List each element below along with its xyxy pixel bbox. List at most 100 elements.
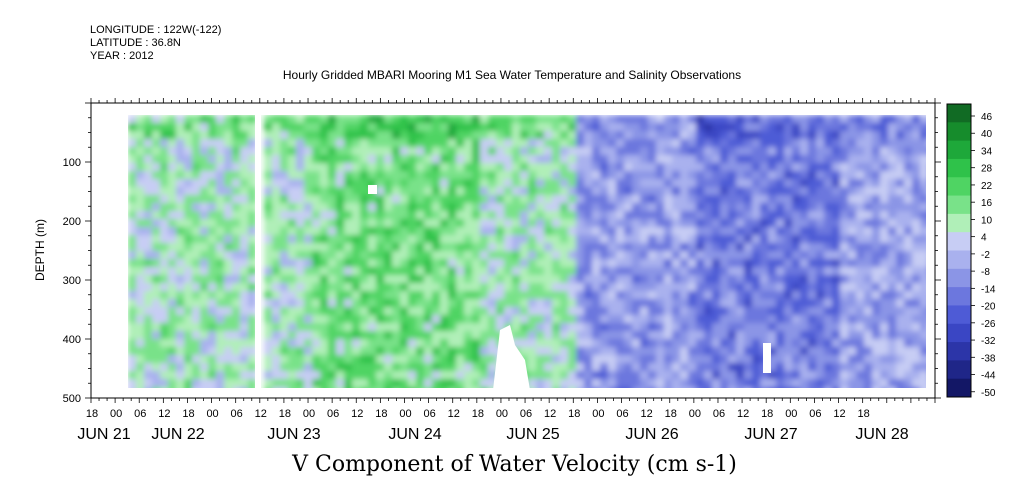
field-cell (432, 339, 441, 348)
field-cell (472, 123, 481, 132)
field-cell (632, 179, 641, 188)
field-cell (736, 155, 745, 164)
field-cell (304, 179, 313, 188)
field-cell (592, 235, 601, 244)
field-cell (880, 371, 889, 380)
field-cell (424, 211, 433, 220)
field-cell (896, 147, 905, 156)
field-cell (752, 123, 761, 132)
field-cell (816, 307, 825, 316)
field-cell (560, 291, 569, 300)
field-cell (600, 339, 609, 348)
field-cell (488, 227, 497, 236)
colorbar-swatch (947, 323, 971, 343)
field-cell (480, 139, 489, 148)
field-cell (904, 203, 913, 212)
field-cell (176, 195, 185, 204)
field-cell (480, 195, 489, 204)
field-cell (608, 227, 617, 236)
field-cell (896, 155, 905, 164)
field-cell (392, 363, 401, 372)
field-cell (312, 195, 321, 204)
field-cell (376, 283, 385, 292)
field-cell (456, 371, 465, 380)
field-cell (872, 347, 881, 356)
field-cell (208, 115, 217, 124)
field-cell (840, 291, 849, 300)
field-cell (712, 251, 721, 260)
field-cell (888, 331, 897, 340)
field-cell (408, 147, 417, 156)
field-cell (736, 147, 745, 156)
field-cell (424, 243, 433, 252)
field-cell (616, 283, 625, 292)
field-cell (912, 235, 921, 244)
field-cell (184, 379, 193, 388)
field-cell (360, 171, 369, 180)
field-cell (896, 139, 905, 148)
field-cell (568, 123, 577, 132)
field-cell (544, 123, 553, 132)
field-cell (440, 123, 449, 132)
field-cell (384, 379, 393, 388)
field-cell (432, 115, 441, 124)
field-cell (920, 115, 929, 124)
field-cell (472, 283, 481, 292)
field-cell (552, 139, 561, 148)
field-cell (288, 363, 297, 372)
field-cell (392, 307, 401, 316)
field-cell (328, 331, 337, 340)
field-cell (600, 267, 609, 276)
field-cell (136, 363, 145, 372)
field-cell (376, 155, 385, 164)
field-cell (624, 339, 633, 348)
field-cell (856, 179, 865, 188)
field-cell (456, 323, 465, 332)
field-cell (168, 251, 177, 260)
field-cell (200, 195, 209, 204)
field-cell (624, 211, 633, 220)
field-cell (808, 219, 817, 228)
field-cell (400, 243, 409, 252)
field-cell (208, 195, 217, 204)
field-cell (224, 227, 233, 236)
field-cell (776, 179, 785, 188)
field-cell (200, 331, 209, 340)
field-cell (248, 259, 257, 268)
field-cell (128, 371, 137, 380)
field-cell (136, 155, 145, 164)
field-cell (640, 347, 649, 356)
field-cell (840, 147, 849, 156)
field-cell (616, 227, 625, 236)
field-cell (336, 163, 345, 172)
field-cell (336, 331, 345, 340)
field-cell (512, 315, 521, 324)
field-cell (656, 331, 665, 340)
field-cell (280, 219, 289, 228)
field-cell (552, 347, 561, 356)
field-cell (576, 331, 585, 340)
field-cell (184, 163, 193, 172)
field-cell (552, 307, 561, 316)
field-cell (864, 203, 873, 212)
field-cell (488, 371, 497, 380)
field-cell (512, 291, 521, 300)
field-cell (576, 347, 585, 356)
field-cell (152, 115, 161, 124)
field-cell (672, 227, 681, 236)
field-cell (224, 115, 233, 124)
field-cell (656, 251, 665, 260)
field-cell (864, 299, 873, 308)
field-cell (600, 371, 609, 380)
field-cell (168, 267, 177, 276)
field-cell (184, 219, 193, 228)
field-cell (448, 251, 457, 260)
field-cell (168, 363, 177, 372)
field-cell (328, 379, 337, 388)
x-hour-label: 06 (616, 408, 628, 420)
field-cell (856, 139, 865, 148)
field-cell (872, 267, 881, 276)
field-cell (152, 307, 161, 316)
field-cell (872, 379, 881, 388)
field-cell (912, 299, 921, 308)
